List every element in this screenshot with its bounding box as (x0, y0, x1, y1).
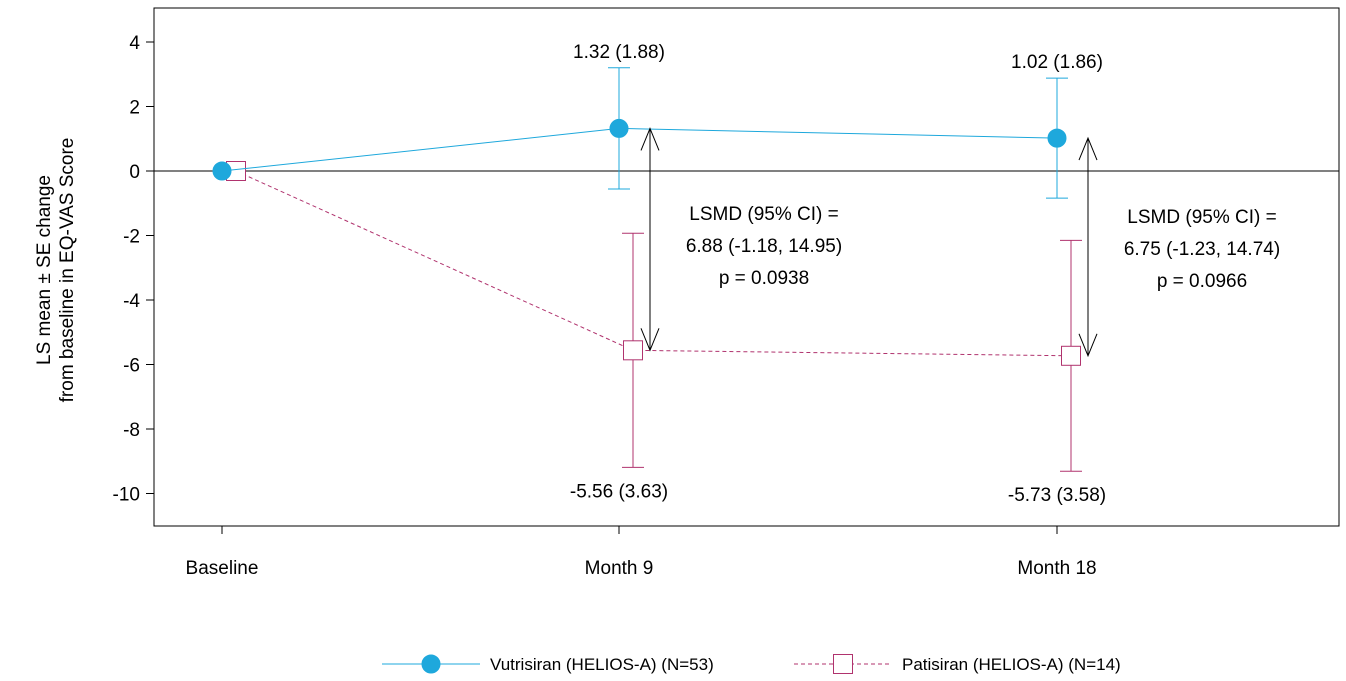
series-line (235, 170, 1072, 357)
legend-marker-vutrisiran (421, 654, 441, 674)
y-tick-label: 4 (129, 33, 140, 54)
legend-label-vutrisiran: Vutrisiran (HELIOS-A) (N=53) (490, 655, 714, 674)
y-tick-label: -2 (123, 227, 140, 248)
data-point (609, 118, 629, 138)
legend-marker-patisiran (833, 654, 853, 674)
legend-label-patisiran: Patisiran (HELIOS-A) (N=14) (902, 655, 1121, 674)
data-label: 1.02 (1.86) (1011, 52, 1103, 73)
annotation-text: 6.88 (-1.18, 14.95) (686, 236, 842, 257)
legend: Vutrisiran (HELIOS-A) (N=53) Patisiran (H… (382, 654, 1121, 674)
annotation-text: LSMD (95% CI) = (1127, 207, 1276, 228)
data-point (623, 340, 643, 361)
difference-arrow-head (640, 127, 660, 151)
difference-arrow-head (640, 328, 660, 352)
data-label: 1.32 (1.88) (573, 42, 665, 63)
annotation-text: p = 0.0966 (1157, 271, 1247, 292)
y-tick-label: 2 (129, 98, 140, 119)
plot-frame (153, 7, 1340, 527)
x-tick-label: Month 9 (585, 558, 654, 579)
y-tick-label: -4 (123, 291, 140, 312)
data-label: -5.56 (3.63) (570, 481, 668, 502)
y-tick-label: 0 (129, 162, 140, 183)
x-tick-label: Baseline (186, 558, 259, 579)
plot-area: -5.56 (3.63) -5.73 (3.58) 1.32 (1.88) 1.02 … (154, 42, 1339, 506)
y-tick-label: -6 (123, 356, 140, 377)
data-point (212, 161, 232, 181)
y-tick-label: -10 (113, 485, 140, 506)
y-axis-label: LS mean ± SE change from baseline in EQ-… (34, 138, 78, 403)
y-tick-label: -8 (123, 420, 140, 441)
difference-arrow-head (1078, 136, 1098, 161)
y-axis-label-line-1: LS mean ± SE change (34, 175, 55, 365)
y-axis-label-line-2: from baseline in EQ-VAS Score (57, 138, 78, 403)
y-axis: 4 2 0 -2 -4 -6 -8 -10 (113, 33, 154, 506)
x-tick-label: Month 18 (1017, 558, 1096, 579)
data-label: -5.73 (3.58) (1008, 485, 1106, 506)
annotation-text: 6.75 (-1.23, 14.74) (1124, 239, 1280, 260)
data-point (1061, 345, 1081, 366)
x-axis: Baseline Month 9 Month 18 (186, 526, 1097, 579)
annotation-text: p = 0.0938 (719, 268, 809, 289)
data-point (1047, 128, 1067, 148)
series-line (221, 127, 1058, 172)
difference-arrow-head (1078, 333, 1098, 358)
annotation-text: LSMD (95% CI) = (689, 204, 838, 225)
